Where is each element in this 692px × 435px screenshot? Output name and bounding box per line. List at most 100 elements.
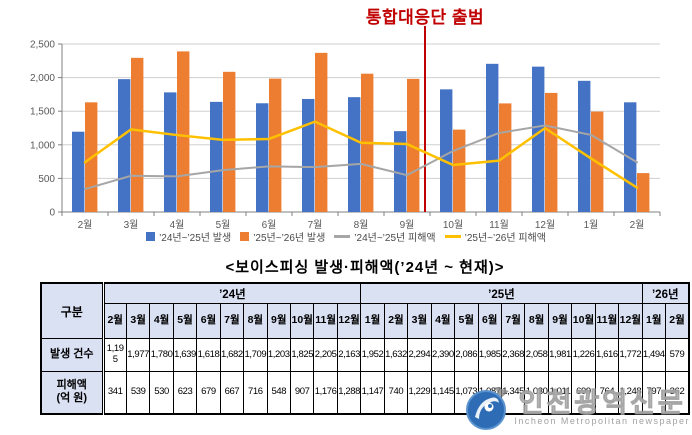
x-tick-label: 12월 — [535, 219, 555, 230]
legend-label: ’24년~’25년 피해액 — [354, 232, 436, 244]
month-header: 12월 — [618, 303, 643, 339]
value-cell: 530 — [149, 371, 174, 414]
month-header: 2월 — [665, 303, 690, 339]
value-cell: 667 — [219, 371, 245, 414]
month-header: 2월 — [383, 303, 409, 339]
table-title: <보이스피싱 발생·피해액(’24년 ~ 현재)> — [225, 259, 505, 276]
month-header: 11월 — [594, 303, 620, 339]
line-series — [83, 120, 639, 189]
legend-bar-swatch-icon — [146, 231, 156, 241]
value-cell: 1,195 — [102, 338, 127, 372]
corner-header: 구분 — [40, 282, 105, 339]
bar — [256, 103, 269, 212]
bar — [545, 92, 558, 212]
month-header: 1월 — [360, 303, 385, 339]
value-cell: 623 — [172, 371, 198, 414]
line-series — [84, 124, 638, 191]
value-cell: 1,618 — [196, 338, 221, 372]
x-tick-label: 4월 — [170, 219, 185, 230]
value-cell: 1,772 — [618, 338, 643, 372]
month-header: 3월 — [125, 303, 151, 339]
month-header: 4월 — [149, 303, 174, 339]
row-label: 피해액 (억 원) — [40, 371, 105, 414]
table-row: 피해액 (억 원) 341 539 530 623 679 667 716 548 907 1,17… — [40, 371, 690, 414]
legend-item: ’24년~’25년 발생 — [146, 229, 231, 244]
value-cell: 2,368 — [500, 338, 526, 372]
bars-group — [85, 51, 650, 213]
bar — [394, 131, 407, 212]
value-cell: 362 — [665, 371, 690, 414]
month-header: 6월 — [196, 303, 221, 339]
row-label: 발생 건수 — [40, 338, 105, 372]
legend-item: ’25년~’26년 발생 — [240, 229, 325, 244]
value-cell: 1,073 — [454, 371, 479, 414]
month-header: 12월 — [336, 303, 362, 339]
bar — [348, 97, 361, 212]
year-header: ’25년 — [360, 282, 643, 304]
month-header: 7월 — [219, 303, 245, 339]
bar — [164, 92, 177, 212]
legend-item: ’24년~’25년 피해액 — [334, 229, 436, 244]
combo-chart: 0 500 1,000 1,500 2,000 2,500 2월 3월 4월 5월 6월 7월 8월 9월… — [30, 26, 661, 230]
value-cell: 1,145 — [430, 371, 456, 414]
bar — [440, 89, 453, 212]
value-cell: 1,977 — [125, 338, 151, 372]
x-tick-label: 3월 — [124, 219, 139, 230]
value-cell: 1,288 — [336, 371, 362, 414]
legend-label: ’25년~’26년 발생 — [253, 232, 326, 244]
bar — [302, 98, 315, 212]
bar — [486, 63, 499, 212]
value-cell: 1,709 — [243, 338, 268, 372]
value-cell: 716 — [243, 371, 268, 414]
x-axis-labels: 2월 3월 4월 5월 6월 7월 8월 9월 10월 11월 12월 1월 2월 — [78, 219, 645, 230]
value-cell: 2,086 — [454, 338, 479, 372]
month-header: 5월 — [172, 303, 198, 339]
chart-section: 통합대응단 출범 0 500 1,000 1,500 2,000 2,500 2월 3월 4월 5… — [0, 8, 692, 244]
value-cell: 1,248 — [618, 371, 643, 414]
legend-item: ’25년~’26년 피해액 — [444, 229, 546, 244]
bars-group — [72, 63, 637, 213]
bar — [578, 80, 591, 213]
month-header: 10월 — [289, 303, 315, 339]
bar — [177, 51, 190, 212]
value-cell: 1,226 — [571, 338, 596, 372]
x-tick-label: 9월 — [400, 219, 415, 230]
month-header: 8월 — [243, 303, 268, 339]
legend-line-swatch-icon — [444, 234, 461, 238]
bar — [223, 71, 236, 212]
bar — [210, 101, 223, 212]
value-cell: 1,639 — [172, 338, 198, 372]
bar — [269, 78, 282, 212]
y-tick-label: 2,000 — [30, 73, 55, 84]
y-tick-label: 0 — [49, 208, 55, 219]
value-cell: 1,147 — [360, 371, 385, 414]
y-tick-label: 1,000 — [30, 140, 55, 151]
bar — [453, 129, 466, 212]
value-cell: 1,780 — [149, 338, 174, 372]
value-cell: 740 — [383, 371, 409, 414]
value-cell: 679 — [196, 371, 221, 414]
value-cell: 2,294 — [407, 338, 432, 372]
chart-legend: ’24년~’25년 발생 ’25년~’26년 발생 ’24년~’25년 피해액 ’25… — [0, 228, 692, 244]
x-tick-label: 8월 — [354, 219, 369, 230]
x-tick-label: 6월 — [262, 219, 277, 230]
month-header: 2월 — [102, 303, 127, 339]
value-cell: 341 — [102, 371, 127, 414]
value-cell: 579 — [665, 338, 690, 372]
bar — [637, 173, 650, 212]
value-cell: 1,011 — [547, 371, 573, 414]
bar — [532, 66, 545, 213]
month-header: 3월 — [407, 303, 432, 339]
value-cell: 1,176 — [313, 371, 338, 414]
x-tick-label: 1월 — [584, 219, 599, 230]
value-cell: 1,030 — [524, 371, 549, 414]
value-cell: 907 — [289, 371, 315, 414]
month-header: 6월 — [477, 303, 502, 339]
value-cell: 797 — [641, 371, 667, 414]
x-tick-label: 5월 — [216, 219, 231, 230]
annotation-label: 통합대응단 출범 — [365, 8, 485, 27]
y-tick-label: 1,500 — [30, 107, 55, 118]
value-cell: 1,952 — [360, 338, 385, 372]
y-tick-label: 500 — [38, 174, 55, 185]
value-cell: 2,163 — [336, 338, 362, 372]
